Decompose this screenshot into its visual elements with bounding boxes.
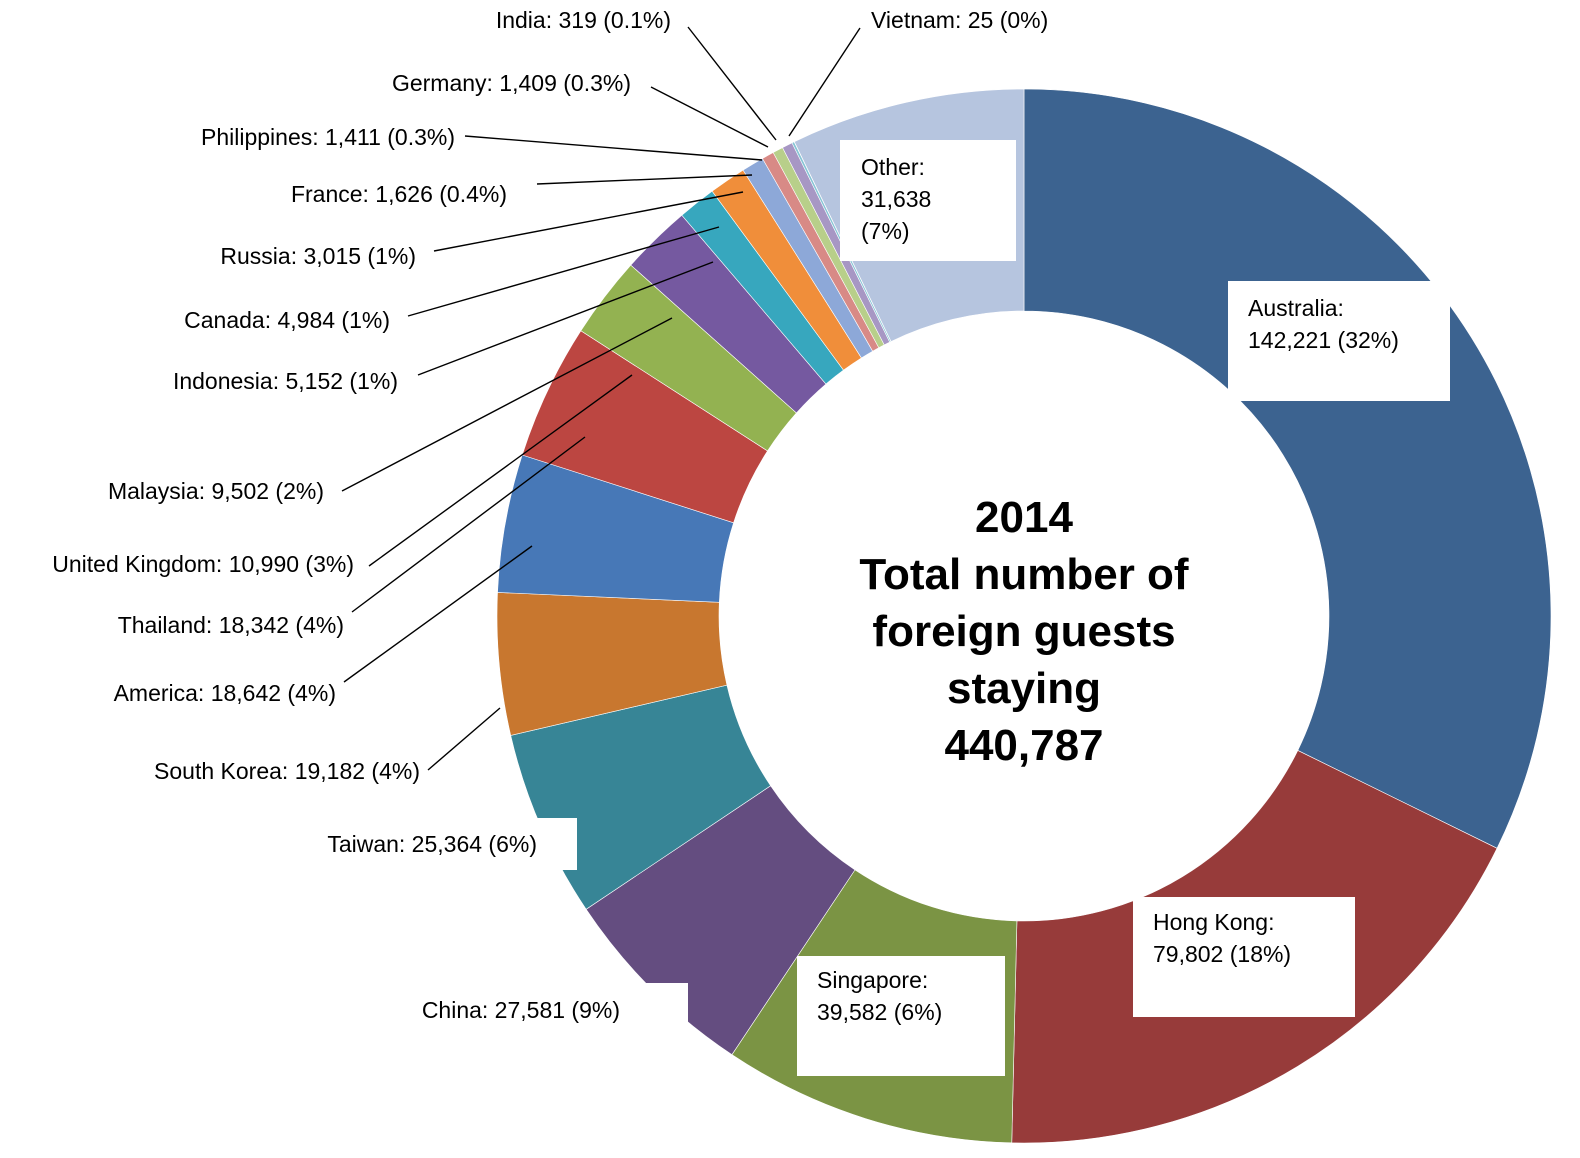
data-label-united-kingdom: United Kingdom: 10,990 (3%) [52, 551, 354, 577]
center-text-line: 2014 [975, 493, 1073, 542]
label-box-hong-kong [1133, 897, 1355, 1017]
data-label-hong-kong: Hong Kong: [1153, 909, 1274, 935]
data-label-singapore: 39,582 (6%) [817, 999, 942, 1025]
data-label-india: India: 319 (0.1%) [496, 7, 671, 33]
label-box-singapore [797, 956, 1005, 1076]
leader-line-united-kingdom [368, 374, 633, 567]
data-label-australia: Australia: [1248, 295, 1344, 321]
leader-line-canada [407, 226, 720, 317]
data-label-china: China: 27,581 (9%) [422, 997, 620, 1023]
data-label-indonesia: Indonesia: 5,152 (1%) [173, 368, 398, 394]
data-label-philippines: Philippines: 1,411 (0.3%) [201, 124, 455, 150]
data-label-america: America: 18,642 (4%) [114, 680, 336, 706]
label-box-other [840, 140, 1016, 261]
data-label-germany: Germany: 1,409 (0.3%) [392, 70, 631, 96]
data-label-thailand: Thailand: 18,342 (4%) [118, 612, 344, 638]
data-label-other: Other: [861, 154, 925, 180]
data-label-taiwan: Taiwan: 25,364 (6%) [327, 831, 537, 857]
leader-lines [341, 26, 861, 771]
leader-line-vietnam [788, 27, 861, 137]
leader-line-russia [433, 191, 744, 252]
center-label: 2014 Total number of foreign guests staying… [859, 493, 1189, 770]
center-text-line: Total number of [859, 550, 1189, 599]
leader-line-south-korea [427, 707, 501, 771]
data-label-singapore: Singapore: [817, 967, 928, 993]
data-label-hong-kong: 79,802 (18%) [1153, 941, 1291, 967]
data-label-other: 31,638 [861, 186, 931, 212]
leader-line-france [536, 174, 753, 185]
label-box-taiwan [285, 818, 577, 870]
center-text-line: 440,787 [944, 721, 1103, 770]
leader-line-indonesia [417, 261, 714, 376]
data-label-australia: 142,221 (32%) [1248, 327, 1399, 353]
leader-line-philippines [464, 135, 763, 161]
data-label-south-korea: South Korea: 19,182 (4%) [154, 758, 420, 784]
label-box-china [385, 983, 688, 1053]
data-label-malaysia: Malaysia: 9,502 (2%) [108, 478, 324, 504]
data-label-france: France: 1,626 (0.4%) [291, 181, 507, 207]
center-text-line: staying [947, 664, 1101, 713]
data-label-canada: Canada: 4,984 (1%) [184, 307, 390, 333]
data-label-other: (7%) [861, 218, 910, 244]
leader-line-thailand [351, 436, 586, 613]
data-label-vietnam: Vietnam: 25 (0%) [871, 7, 1048, 33]
slice-australia [1023, 88, 1552, 849]
leader-line-germany [650, 86, 769, 148]
data-label-russia: Russia: 3,015 (1%) [220, 243, 416, 269]
slice-labels: Australia: 142,221 (32%) Hong Kong: 79,802 … [52, 7, 1450, 1076]
leader-line-india [687, 26, 777, 141]
label-box-australia [1228, 281, 1450, 401]
center-text-line: foreign guests [872, 607, 1175, 656]
leader-line-malaysia [341, 317, 673, 492]
leader-line-america [343, 545, 533, 683]
